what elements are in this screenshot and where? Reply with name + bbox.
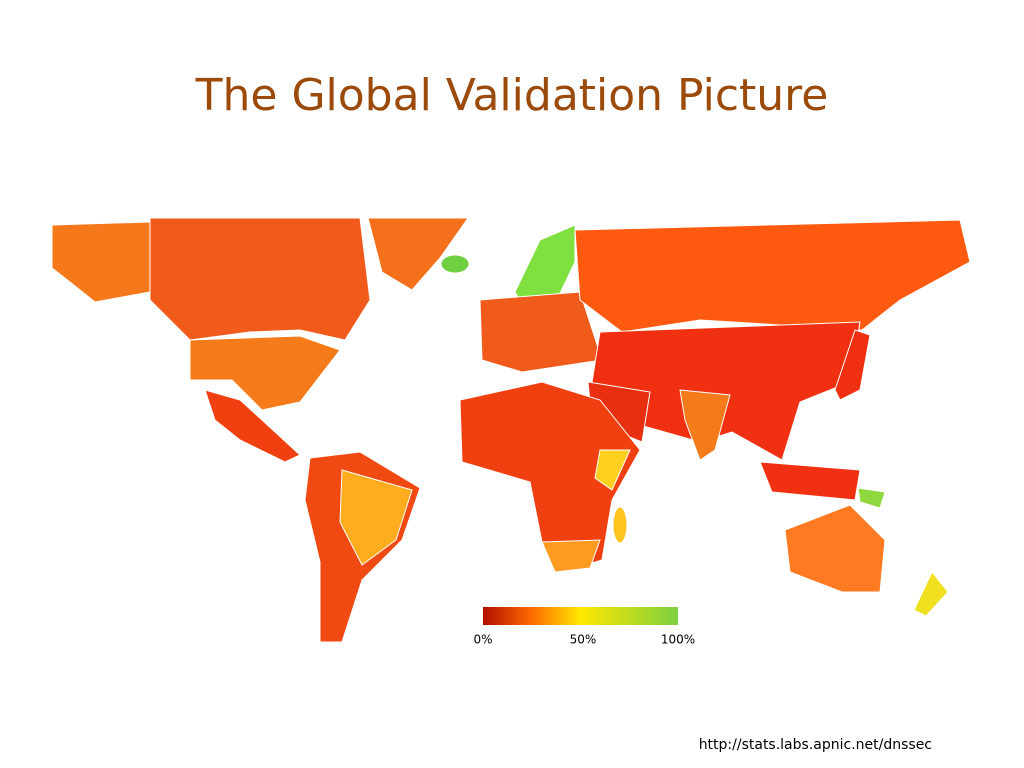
- central-america: [204, 389, 301, 463]
- madagascar: [612, 506, 628, 544]
- world-map: [51, 217, 971, 643]
- india: [679, 389, 731, 461]
- indonesia: [759, 461, 861, 501]
- canada: [149, 217, 371, 341]
- legend-label: 0%: [473, 633, 492, 647]
- australia: [784, 504, 886, 593]
- legend-scale: [483, 607, 678, 625]
- papua-new-guinea: [857, 487, 886, 509]
- usa: [189, 335, 341, 411]
- brazil: [339, 469, 413, 566]
- source-url: http://stats.labs.apnic.net/dnssec: [699, 737, 932, 753]
- europe: [479, 291, 603, 373]
- iceland: [440, 254, 470, 274]
- south-africa: [541, 539, 601, 573]
- legend-label: 50%: [570, 633, 597, 647]
- east-africa: [594, 449, 631, 491]
- new-zealand: [913, 571, 949, 617]
- alaska: [51, 221, 151, 303]
- japan: [834, 329, 871, 401]
- slide-title: The Global Validation Picture: [195, 70, 829, 121]
- africa: [459, 381, 641, 573]
- russia: [574, 219, 971, 333]
- legend-label: 100%: [661, 633, 695, 647]
- greenland: [367, 217, 469, 291]
